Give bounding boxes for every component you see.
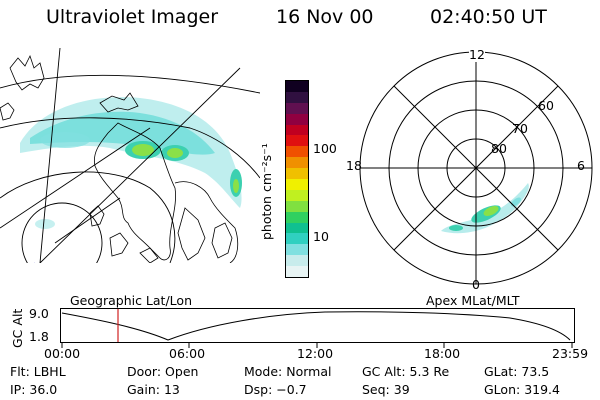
geographic-map — [0, 48, 260, 263]
colorbar-swatch — [286, 211, 308, 223]
colorbar-swatch — [286, 102, 308, 114]
colorbar-swatch — [286, 80, 308, 92]
colorbar-tick-100: 100 — [313, 141, 337, 156]
info-seq: Seq: 39 — [362, 382, 410, 397]
colorbar-swatch — [286, 146, 308, 158]
mlt-label-right: 6 — [577, 158, 585, 173]
altitude-curve — [61, 311, 571, 341]
colorbar-swatch — [286, 124, 308, 136]
lat-label-70: 70 — [512, 121, 528, 136]
altitude-plot — [60, 308, 575, 348]
lat-lon-grid — [0, 48, 260, 263]
colorbar-swatch — [286, 178, 308, 190]
gc-alt-ylabel: GC Alt — [10, 308, 25, 348]
colorbar-swatch — [286, 255, 308, 267]
colorbar-swatch — [286, 135, 308, 147]
colorbar-swatch — [286, 244, 308, 256]
info-dsp: Dsp: −0.7 — [244, 382, 307, 397]
colorbar-unit-label: photon cm⁻²s⁻¹ — [259, 143, 274, 240]
instrument-title: Ultraviolet Imager — [46, 6, 219, 28]
mlt-label-left: 18 — [346, 158, 362, 173]
xtick-0000: 00:00 — [44, 346, 81, 361]
aurora-emission — [20, 97, 242, 229]
polar-grid — [359, 51, 593, 285]
info-mode: Mode: Normal — [244, 364, 332, 379]
ytick-9: 9.0 — [29, 306, 49, 321]
colorbar-swatch — [286, 168, 308, 179]
time-label: 02:40:50 UT — [430, 6, 547, 28]
ytick-1-8: 1.8 — [29, 329, 49, 344]
colorbar-swatch — [286, 157, 308, 169]
lat-label-80: 80 — [491, 141, 507, 156]
xtick-1200: 12:00 — [297, 346, 334, 361]
info-gain: Gain: 13 — [127, 382, 180, 397]
info-glon: GLon: 319.4 — [484, 382, 560, 397]
xtick-2359: 23:59 — [552, 346, 589, 361]
lat-label-60: 60 — [538, 98, 554, 113]
coastlines — [0, 54, 239, 263]
polar-plot — [359, 51, 593, 285]
apex-label: Apex MLat/MLT — [426, 293, 520, 308]
polar-aurora — [441, 183, 529, 234]
date-label: 16 Nov 00 — [276, 6, 374, 28]
mlt-label-top: 12 — [469, 47, 485, 62]
xtick-1800: 18:00 — [424, 346, 461, 361]
colorbar-swatch — [286, 200, 308, 212]
info-gc-alt: GC Alt: 5.3 Re — [362, 364, 450, 379]
info-glat: GLat: 73.5 — [484, 364, 550, 379]
mlt-label-bottom: 0 — [472, 277, 480, 292]
colorbar-swatch — [286, 113, 308, 125]
info-door: Door: Open — [127, 364, 199, 379]
colorbar-swatch — [286, 266, 308, 277]
info-flt: Flt: LBHL — [10, 364, 66, 379]
colorbar — [285, 80, 309, 278]
colorbar-swatch — [286, 222, 308, 234]
info-ip: IP: 36.0 — [10, 382, 58, 397]
geographic-label: Geographic Lat/Lon — [70, 293, 192, 308]
colorbar-swatch — [286, 91, 308, 103]
colorbar-tick-10: 10 — [313, 229, 329, 244]
colorbar-swatch — [286, 189, 308, 201]
colorbar-swatch — [286, 233, 308, 245]
xtick-0600: 06:00 — [169, 346, 206, 361]
